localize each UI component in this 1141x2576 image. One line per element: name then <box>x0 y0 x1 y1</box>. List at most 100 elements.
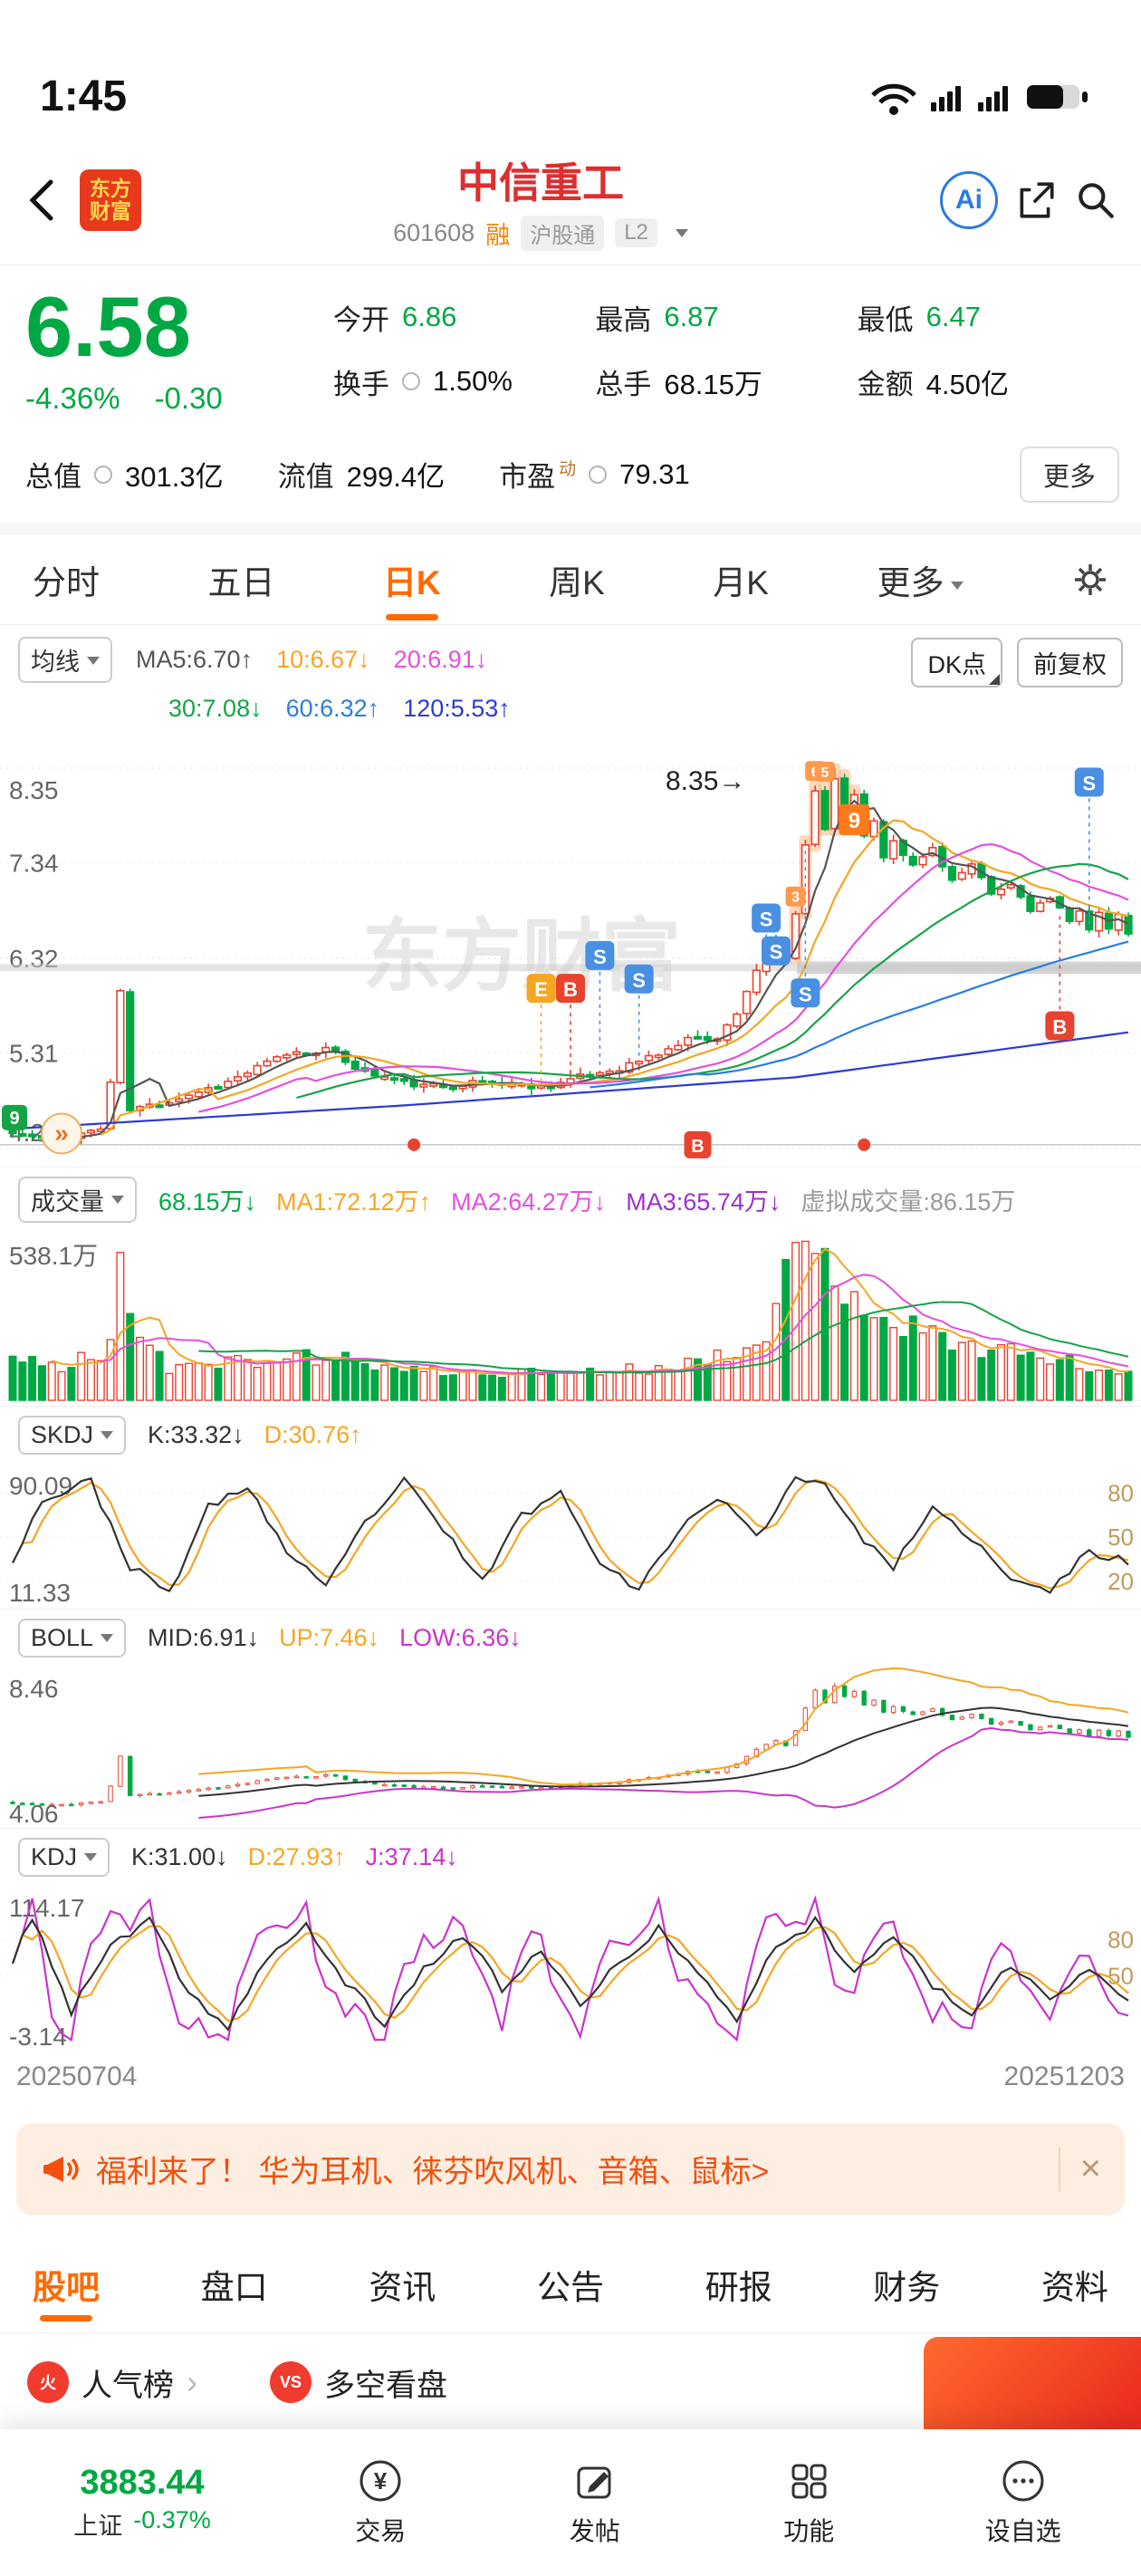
date-range: 20250704 20251203 <box>0 2052 1141 2092</box>
legend-item: MA5:6.70↑ <box>136 646 254 674</box>
field-label: 金额 <box>857 368 914 400</box>
kdj-indicator-chip[interactable]: KDJ <box>18 1837 110 1877</box>
start-date: 20250704 <box>16 2061 138 2091</box>
back-button[interactable] <box>24 175 63 226</box>
bull-bear-label: 多空看盘 <box>324 2368 447 2403</box>
info-icon[interactable] <box>589 465 608 484</box>
svg-text:20: 20 <box>1107 1568 1134 1595</box>
legend-item: 10:6.67↓ <box>276 646 370 674</box>
banner-close-button[interactable]: × <box>1058 2147 1101 2191</box>
svg-text:80: 80 <box>1107 1479 1134 1506</box>
margin-tag: 融 <box>485 221 511 249</box>
search-button[interactable] <box>1074 178 1117 222</box>
hot-rank-entry[interactable]: 火 人气榜 › <box>27 2360 197 2405</box>
field-label: 总手 <box>595 368 652 400</box>
field-value: 6.86 <box>402 301 457 333</box>
adjust-mode-button[interactable]: 前复权 <box>1017 637 1123 687</box>
tab-盘口[interactable]: 盘口 <box>200 2269 268 2307</box>
kline-chart[interactable]: 8.357.346.325.314.29东方财富EBSSSSSSB3659B9»… <box>0 741 1141 1167</box>
index-change: -0.37% <box>133 2506 211 2533</box>
l2-tag[interactable]: L2 <box>615 218 657 247</box>
tab-股吧[interactable]: 股吧 <box>33 2245 100 2323</box>
back-icon <box>29 179 53 221</box>
skdj-legend: K:33.32↓ D:30.76↑ <box>148 1421 362 1449</box>
app-logo[interactable]: 东方 财富 <box>80 169 141 231</box>
grid-icon <box>791 2464 827 2499</box>
field-value: 301.3亿 <box>125 461 224 494</box>
skdj-chart[interactable]: 80 50 20 90.09 11.33 <box>0 1464 1141 1609</box>
nav-functions[interactable]: 功能 <box>702 2457 916 2548</box>
field-label: 最低 <box>857 303 914 336</box>
share-icon <box>1020 182 1054 218</box>
period-tab-周K[interactable]: 周K <box>547 543 607 617</box>
period-tab-日K[interactable]: 日K <box>381 543 443 617</box>
index-name: 上证 <box>73 2513 123 2540</box>
banner-message: 福利来了！ 华为耳机、徕芬吹风机、音箱、鼠标 <box>96 2155 752 2190</box>
field-value: 68.15万 <box>664 368 762 400</box>
index-quote[interactable]: 3883.44 上证 -0.37% <box>11 2464 273 2542</box>
period-tab-更多[interactable]: 更多 <box>875 543 965 617</box>
banner-text[interactable]: 福利来了！ 华为耳机、徕芬吹风机、音箱、鼠标> <box>96 2147 1044 2191</box>
period-tab-bar: 分时 五日 日K 周K 月K 更多 <box>0 535 1141 624</box>
svg-text:5: 5 <box>821 765 829 781</box>
nav-watchlist[interactable]: 设自选 <box>916 2457 1131 2548</box>
period-tab-分时[interactable]: 分时 <box>31 543 101 617</box>
legend-item: K:33.32↓ <box>148 1420 244 1448</box>
share-button[interactable] <box>1014 178 1058 222</box>
field-label: 换手 <box>333 368 389 400</box>
fold-corner <box>989 673 1000 685</box>
ai-button[interactable]: Ai <box>940 171 998 229</box>
more-button[interactable]: 更多 <box>1019 446 1119 503</box>
nav-trade[interactable]: ¥ 交易 <box>273 2457 488 2548</box>
price-change: -4.36% -0.30 <box>25 381 333 416</box>
period-tab-label: 日K <box>382 563 441 601</box>
nav-trade-label: 交易 <box>355 2517 407 2545</box>
boll-chart[interactable]: 8.46 4.06 <box>0 1667 1141 1828</box>
volume-header: 成交量 68.15万↓ MA1:72.12万↑ MA2:64.27万↓ MA3:65.… <box>0 1166 1141 1232</box>
volume-legend: 68.15万↓ MA1:72.12万↑ MA2:64.27万↓ MA3:65.74万↓… <box>158 1182 1015 1217</box>
boll-indicator-chip[interactable]: BOLL <box>18 1618 127 1658</box>
svg-text:S: S <box>593 946 607 968</box>
period-tab-月K[interactable]: 月K <box>711 543 771 617</box>
legend-item: 68.15万↓ <box>158 1187 257 1216</box>
ma-chip-label: 均线 <box>31 649 80 677</box>
close-icon: × <box>1079 2148 1101 2189</box>
gear-icon[interactable] <box>1070 560 1110 600</box>
nav-watchlist-label: 设自选 <box>984 2517 1061 2545</box>
info-icon[interactable] <box>402 372 420 391</box>
legend-item: MA2:64.27万↓ <box>451 1187 607 1216</box>
dk-label: DK点 <box>927 650 986 678</box>
field-value: 4.50亿 <box>925 368 1009 400</box>
promo-banner[interactable]: 福利来了！ 华为耳机、徕芬吹风机、音箱、鼠标> × <box>16 2122 1125 2216</box>
dk-point-button[interactable]: DK点 <box>911 637 1002 687</box>
bull-bear-entry[interactable]: VS 多空看盘 <box>270 2360 447 2405</box>
tab-研报[interactable]: 研报 <box>705 2269 772 2307</box>
period-tab-label: 月K <box>713 563 769 601</box>
svg-text:B: B <box>691 1137 704 1157</box>
legend-item: MA1:72.12万↑ <box>276 1187 432 1216</box>
skdj-indicator-chip[interactable]: SKDJ <box>18 1415 127 1455</box>
svg-text:»: » <box>54 1119 69 1147</box>
hgt-tag: 沪股通 <box>521 215 605 251</box>
volume-indicator-chip[interactable]: 成交量 <box>18 1176 137 1223</box>
logo-line1: 东方 <box>90 176 131 200</box>
bottom-nav: 3883.44 上证 -0.37% ¥ 交易 发帖 功能 设自选 <box>0 2429 1141 2576</box>
compose-icon <box>577 2466 611 2499</box>
tab-财务[interactable]: 财务 <box>873 2269 941 2307</box>
tab-资料[interactable]: 资料 <box>1040 2269 1108 2307</box>
chevron-down-icon <box>101 1634 114 1648</box>
info-icon[interactable] <box>94 465 112 484</box>
nav-post[interactable]: 发帖 <box>488 2457 703 2548</box>
tab-公告[interactable]: 公告 <box>536 2269 604 2307</box>
legend-item: MID:6.91↓ <box>148 1623 260 1651</box>
legend-item: 虚拟成交量:86.15万 <box>801 1187 1016 1216</box>
chevron-down-icon[interactable] <box>675 229 688 244</box>
chevron-down-icon <box>111 1196 124 1210</box>
period-tab-五日[interactable]: 五日 <box>206 543 276 617</box>
volume-chart[interactable]: 538.1万 <box>0 1232 1141 1406</box>
svg-text:4.06: 4.06 <box>9 1800 59 1828</box>
ma-selector-chip[interactable]: 均线 <box>18 637 112 684</box>
tab-资讯[interactable]: 资讯 <box>369 2269 436 2307</box>
ma-legend-line2: 30:7.08↓ 60:6.32↑ 120:5.53↑ <box>18 685 1123 734</box>
